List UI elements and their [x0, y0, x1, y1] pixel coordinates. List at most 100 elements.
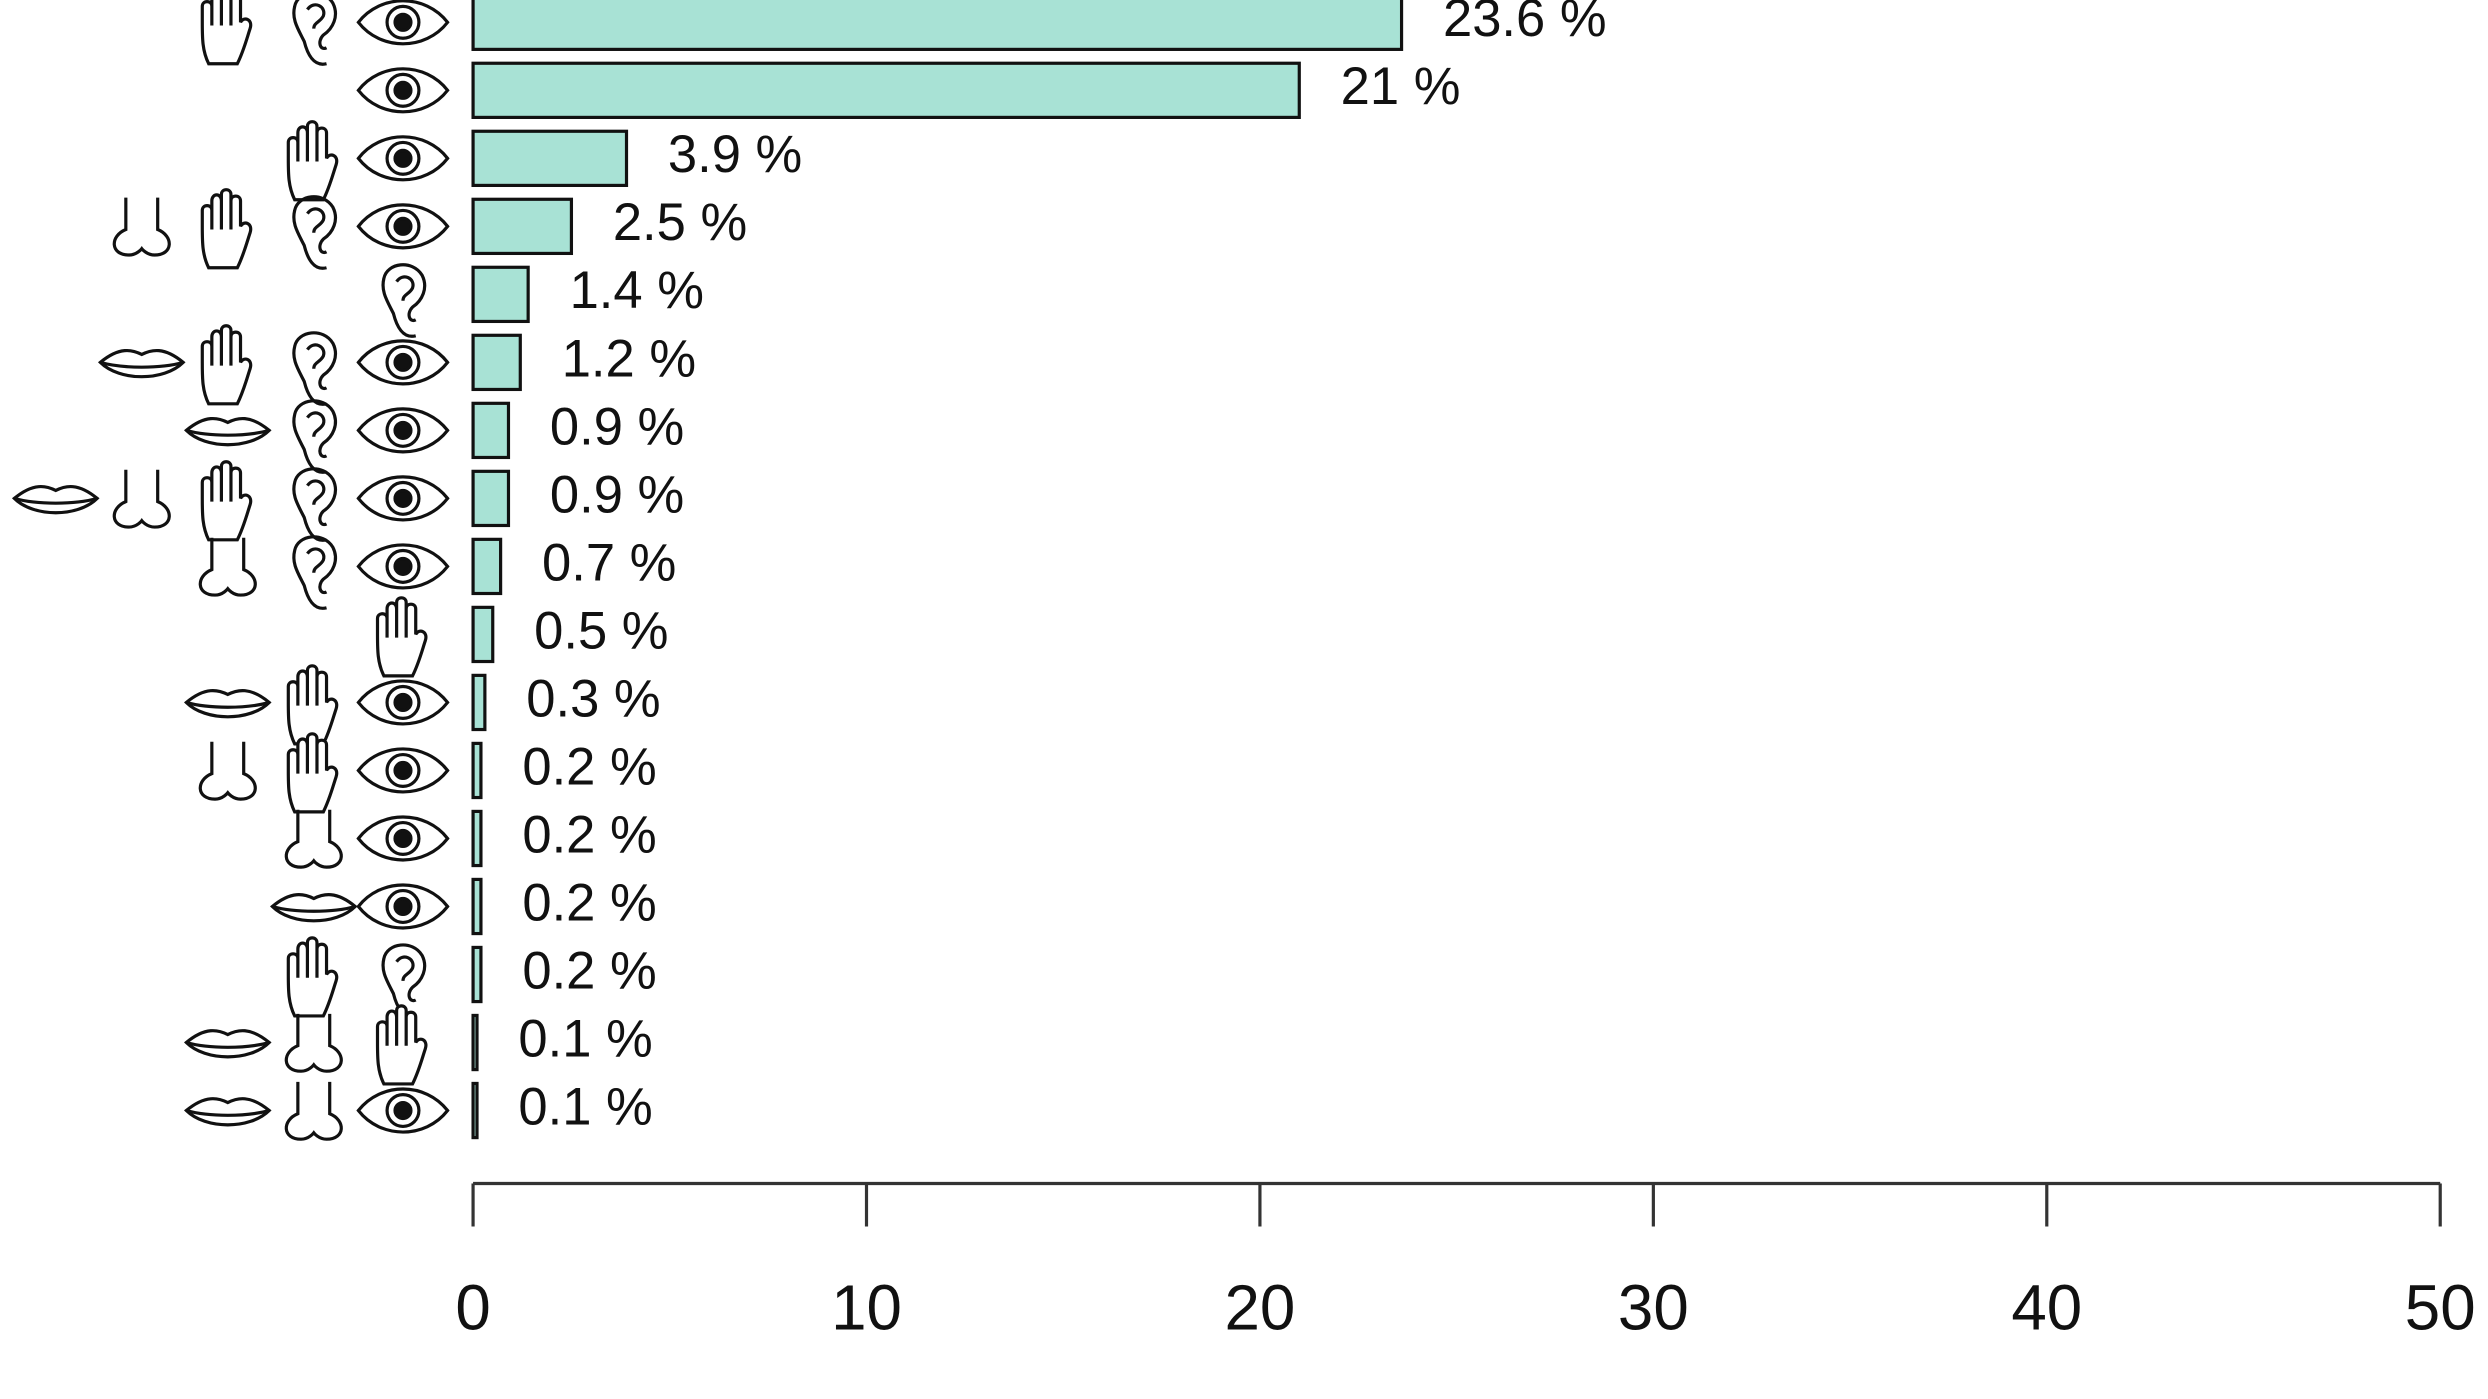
category-icon [198, 741, 257, 801]
ear [381, 263, 427, 338]
value-label: 3.9 % [668, 125, 802, 184]
bar [471, 1081, 479, 1140]
nose [112, 197, 171, 257]
mouth [97, 349, 186, 379]
value-label: 0.1 % [518, 1077, 652, 1136]
eye-pupil [393, 896, 413, 917]
category-icon [284, 1081, 343, 1141]
eye-pupil [393, 80, 413, 100]
category-icon [375, 1004, 428, 1086]
eye-pupil [393, 488, 413, 508]
category-icon [356, 67, 450, 114]
value-label: 0.9 % [550, 465, 684, 524]
mouth [183, 1029, 272, 1059]
bar [471, 741, 483, 800]
eye-pupil [393, 420, 413, 440]
eye-pupil [393, 692, 413, 713]
hand [286, 664, 339, 746]
bar [471, 945, 483, 1004]
category-icon [200, 324, 253, 406]
hand [200, 188, 253, 270]
value-label: 1.4 % [570, 261, 704, 320]
x-tick-label: 40 [2011, 1271, 2082, 1343]
x-tick-label: 30 [1618, 1271, 1689, 1343]
category-icon [183, 1097, 272, 1127]
x-tick-label: 50 [2405, 1271, 2476, 1343]
category-icon [292, 399, 338, 474]
value-label: 0.3 % [526, 669, 660, 728]
bar [471, 401, 511, 460]
mouth-line [185, 700, 270, 709]
eye-pupil [393, 760, 413, 781]
eye-pupil [393, 556, 413, 576]
x-tick-label: 10 [831, 1271, 902, 1343]
category-icon [286, 732, 339, 814]
hand [375, 1004, 428, 1086]
mouth-line [185, 428, 270, 437]
nose [284, 809, 343, 869]
x-tick-label: 0 [455, 1271, 490, 1343]
bar [471, 809, 483, 868]
bar [471, 605, 495, 664]
value-label: 2.5 % [613, 193, 747, 252]
ear [292, 535, 338, 610]
category-icon [112, 469, 171, 529]
value-label: 0.7 % [542, 533, 676, 592]
eye-pupil [393, 352, 413, 372]
category-icon [356, 883, 450, 930]
category-icon [381, 263, 427, 338]
hand [286, 120, 339, 202]
eye-pupil [393, 148, 413, 168]
category-icon [286, 120, 339, 202]
nose [112, 469, 171, 529]
mouth [183, 1097, 272, 1127]
mouth [183, 417, 272, 447]
category-icon [292, 0, 338, 66]
eye-pupil [393, 828, 413, 849]
category-icon [286, 664, 339, 746]
value-label: 0.5 % [534, 601, 668, 660]
nose [198, 741, 257, 801]
category-icon [356, 339, 450, 386]
mouth-line [185, 1040, 270, 1049]
eye-pupil [393, 1100, 413, 1121]
category-icon [381, 943, 427, 1018]
category-icon [284, 809, 343, 869]
hand [200, 460, 253, 542]
mouth [183, 689, 272, 719]
bar [471, 197, 574, 256]
nose [284, 1013, 343, 1073]
bar [471, 877, 483, 936]
value-label: 0.2 % [522, 941, 656, 1000]
bar [471, 0, 1404, 51]
category-icon [356, 543, 450, 590]
bar [471, 1013, 479, 1072]
mouth-line [185, 1108, 270, 1117]
category-icon [292, 195, 338, 270]
value-label: 1.2 % [562, 329, 696, 388]
nose [198, 537, 257, 597]
hand [200, 324, 253, 406]
category-icon [97, 349, 186, 379]
category-icon [200, 460, 253, 542]
hand [286, 936, 339, 1018]
value-label: 0.2 % [522, 805, 656, 864]
category-icon [198, 537, 257, 597]
eye-pupil [393, 216, 413, 236]
value-label: 21 % [1341, 57, 1461, 116]
bar [471, 129, 629, 188]
ear [292, 195, 338, 270]
category-icon [292, 535, 338, 610]
category-icon [200, 188, 253, 270]
hand [286, 732, 339, 814]
value-label: 0.2 % [522, 873, 656, 932]
nose [284, 1081, 343, 1141]
category-icon [356, 135, 450, 182]
mouth [11, 485, 100, 515]
category-icon [270, 893, 358, 923]
category-icon [286, 936, 339, 1018]
value-label: 0.1 % [518, 1009, 652, 1068]
category-icon [11, 485, 100, 515]
hand [200, 0, 253, 66]
